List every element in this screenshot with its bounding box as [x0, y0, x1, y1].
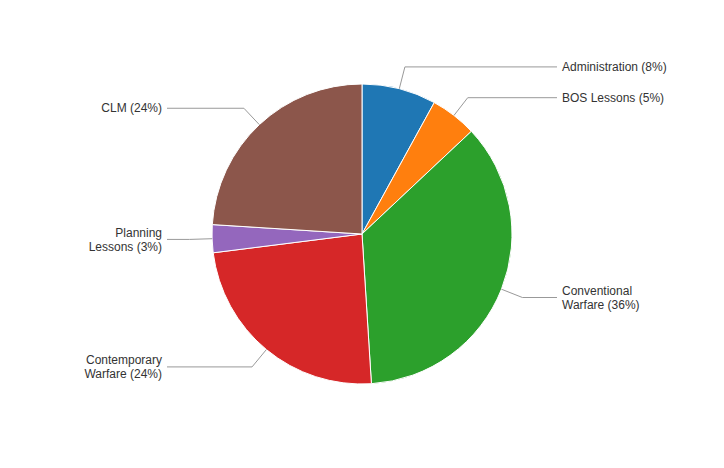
leader-line — [167, 350, 266, 367]
slice — [362, 131, 512, 383]
slice-label: ContemporaryWarfare (24%) — [84, 353, 162, 381]
slice — [213, 234, 371, 384]
slice-label-line: Planning — [115, 226, 162, 240]
slice-label: ConventionalWarfare (36%) — [562, 284, 640, 312]
slices — [212, 84, 512, 384]
slice-label-line: Warfare (36%) — [562, 298, 640, 312]
slice-label-line: Lessons (3%) — [89, 240, 162, 254]
leader-line — [454, 98, 557, 116]
slice — [212, 84, 362, 234]
slice-label-line: CLM (24%) — [101, 101, 162, 115]
slice-label-line: Administration (8%) — [562, 60, 667, 74]
slice-label-line: Contemporary — [86, 353, 162, 367]
labels: Administration (8%) BOS Lessons (5%) Conve… — [84, 60, 666, 381]
leader-line — [167, 108, 259, 124]
slice-label: BOS Lessons (5%) — [562, 91, 664, 105]
leader-line — [501, 289, 557, 297]
slice-label-line: Warfare (24%) — [84, 367, 162, 381]
leader-line — [167, 238, 212, 240]
slice-label: PlanningLessons (3%) — [89, 226, 162, 254]
slice-label-line: BOS Lessons (5%) — [562, 91, 664, 105]
pie: Administration (8%) BOS Lessons (5%) Conve… — [84, 60, 666, 384]
chart: Administration (8%) BOS Lessons (5%) Conve… — [0, 0, 724, 468]
slice-label: CLM (24%) — [101, 101, 162, 115]
leader-line — [399, 67, 557, 89]
slice-label-line: Conventional — [562, 284, 632, 298]
slice-label: Administration (8%) — [562, 60, 667, 74]
